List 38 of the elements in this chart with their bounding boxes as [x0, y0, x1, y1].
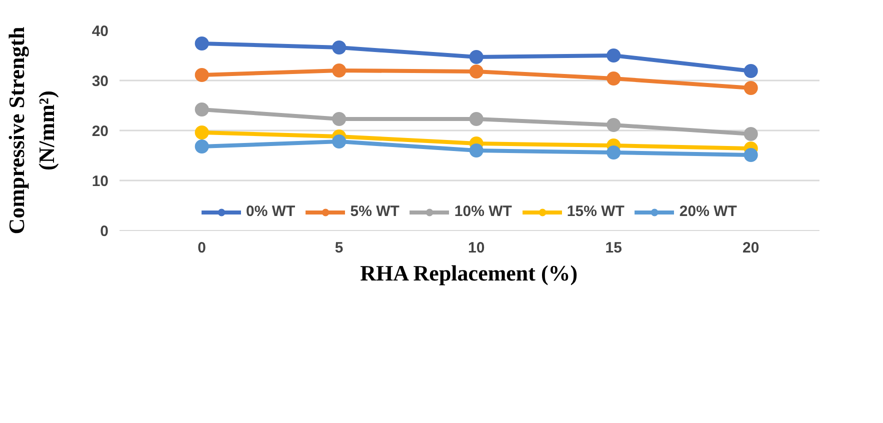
legend-label: 10% WT — [454, 203, 512, 220]
point — [469, 144, 484, 158]
point — [744, 148, 758, 162]
point — [332, 134, 346, 148]
legend-label: 5% WT — [350, 203, 400, 220]
x-tick-label: 20 — [742, 240, 760, 256]
x-tick-label: 5 — [334, 240, 344, 256]
x-tick-label: 10 — [468, 240, 485, 256]
y-tick-label: 0 — [100, 223, 108, 240]
x-axis-title: RHA Replacement (%) — [360, 260, 578, 286]
y-axis-title: Compressive Strength (N/mm²) — [4, 26, 59, 234]
point — [606, 72, 621, 86]
point — [194, 102, 209, 116]
point — [194, 140, 209, 154]
point — [194, 68, 209, 82]
legend-label: 0% WT — [246, 203, 296, 220]
x-tick-label: 0 — [198, 240, 206, 256]
point — [194, 126, 209, 140]
point — [194, 36, 209, 50]
y-tick-label: 40 — [92, 23, 109, 40]
legend-label: 15% WT — [566, 203, 624, 220]
y-tick-label: 30 — [92, 73, 109, 90]
point — [332, 112, 346, 126]
point — [744, 64, 758, 78]
point — [469, 64, 484, 78]
point — [469, 112, 484, 126]
point — [332, 40, 346, 54]
point — [606, 146, 621, 160]
point — [744, 81, 758, 95]
y-tick-label: 10 — [92, 173, 109, 190]
point — [469, 50, 484, 64]
point — [744, 127, 758, 141]
point — [332, 64, 346, 78]
x-tick-label: 15 — [605, 240, 622, 256]
legend-label: 20% WT — [679, 203, 737, 220]
point — [606, 48, 621, 62]
point — [606, 118, 621, 132]
y-tick-label: 20 — [92, 123, 109, 140]
